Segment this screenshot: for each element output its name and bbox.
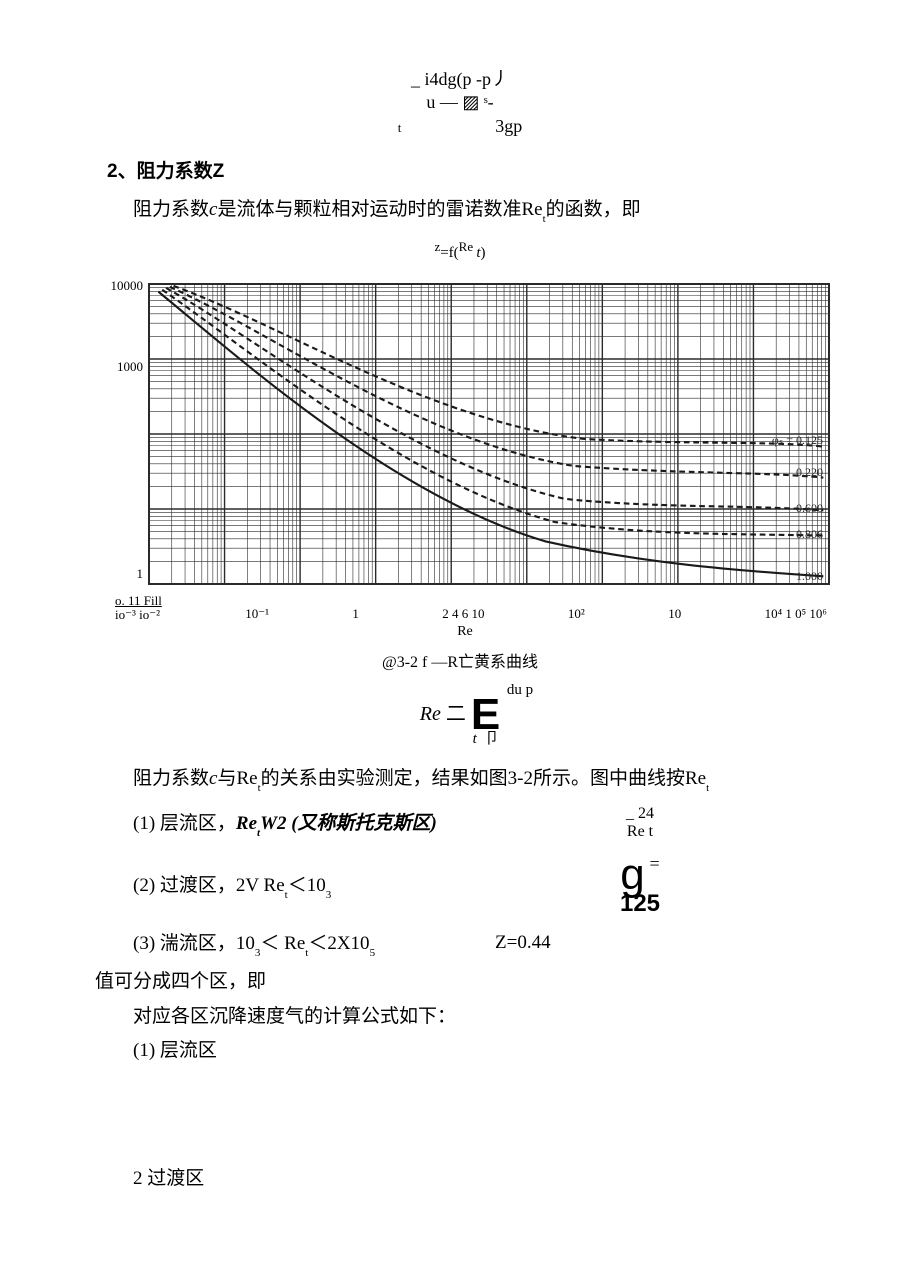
- paragraph: 值可分成四个区，即: [95, 967, 825, 997]
- x-tick: 2 4 6 10: [442, 606, 484, 622]
- regime-row-turbulent: (3) 湍流区，103＜ Ret＜2X105 Z=0.44: [95, 928, 825, 957]
- list-item: 2 过渡区: [95, 1164, 825, 1194]
- row-formula: _ 24 Re t: [455, 805, 825, 840]
- row-label: (3) 湍流区，103＜ Ret＜2X105: [95, 928, 455, 957]
- fraction: _ 24 Re t: [626, 805, 654, 840]
- svg-text:10000: 10000: [111, 280, 144, 293]
- text: ＜ Re: [260, 933, 305, 954]
- eq-line: t 3gp: [95, 115, 825, 138]
- var-re: Re: [236, 813, 257, 834]
- svg-text:0.220: 0.220: [796, 465, 823, 479]
- svg-text:1.000: 1.000: [796, 569, 823, 583]
- svg-text:φₛ = 0.125: φₛ = 0.125: [772, 433, 823, 447]
- text: o. 11 Fill: [115, 593, 162, 608]
- equation-z: z=f(Re t): [95, 239, 825, 262]
- row-formula: g = 125: [455, 850, 825, 918]
- text: (1) 层流区，: [133, 813, 236, 834]
- x-axis-label: Re: [95, 624, 835, 640]
- axis-left-annot: o. 11 Fill io⁻³ io⁻²: [115, 594, 162, 623]
- x-tick: 10: [668, 606, 681, 622]
- eq-line: _ i4dg(p -p丿: [95, 68, 825, 91]
- text: ): [481, 245, 486, 261]
- text: ＜2X10: [308, 933, 369, 954]
- subscript: t: [258, 782, 261, 794]
- text: =f(: [440, 245, 458, 261]
- text: 的关系由实验测定，结果如图3-2所示。图中曲线按Re: [261, 768, 706, 789]
- spacer: [95, 1070, 825, 1160]
- subscript: 5: [370, 947, 376, 959]
- eq-body: Re 二 E: [420, 703, 500, 725]
- regime-row-laminar: (1) 层流区，RetW2 (又称斯托克斯区) _ 24 Re t: [95, 805, 825, 840]
- var-re: Re: [420, 703, 441, 725]
- equation-ut: _ i4dg(p -p丿 u — ▨ ˢ- t 3gp: [95, 68, 825, 138]
- var-re: Re: [459, 239, 473, 254]
- eq-sym: 二: [446, 703, 466, 725]
- x-axis-row: o. 11 Fill io⁻³ io⁻² 10⁻¹ 1 2 4 6 10 10²…: [95, 594, 835, 623]
- x-tick: 10²: [568, 606, 585, 622]
- eq-sym: =: [650, 854, 660, 874]
- text: (2) 过渡区，2V Re: [133, 875, 285, 896]
- eq-sub-left: t: [398, 120, 458, 137]
- text: 卩: [484, 731, 499, 747]
- subscript: t: [257, 827, 260, 839]
- var-t: t: [473, 731, 477, 747]
- subscript: t: [285, 889, 288, 901]
- text: 的函数，即: [546, 199, 641, 220]
- svg-text:1: 1: [137, 566, 144, 581]
- section-heading: 2、阻力系数Z: [107, 156, 825, 183]
- paragraph: 阻力系数c是流体与颗粒相对运动时的雷诺数准Ret的函数，即: [95, 195, 825, 226]
- text: (3) 湍流区，10: [133, 933, 255, 954]
- chart-caption: @3-2 f —R亡黄系曲线: [95, 648, 825, 672]
- svg-text:0.806: 0.806: [796, 527, 823, 541]
- text: 是流体与颗粒相对运动时的雷诺数准Re: [217, 199, 542, 220]
- x-tick: 1: [352, 606, 359, 622]
- chart-svg: 10000 1000 1 φₛ = 0.125 0.220 0.600 0.806 1.000: [95, 280, 835, 590]
- text: io⁻³ io⁻²: [115, 607, 160, 622]
- subscript: t: [543, 213, 546, 225]
- equation-re: du p Re 二 E t 卩: [95, 682, 825, 748]
- row-label: (2) 过渡区，2V Ret＜103: [95, 870, 455, 899]
- paragraph: 对应各区沉降速度气的计算公式如下：: [95, 1002, 825, 1032]
- frac-bot: Re t: [626, 823, 654, 841]
- text: ＜10: [288, 875, 326, 896]
- x-tick: 10⁻¹: [245, 606, 269, 622]
- subscript: 3: [255, 947, 261, 959]
- denom: 125: [455, 890, 825, 918]
- frac-top: _ 24: [626, 805, 654, 823]
- eq-denominator: t 卩: [95, 727, 825, 748]
- row-label: (1) 层流区，RetW2 (又称斯托克斯区): [95, 808, 455, 837]
- x-tick: 10⁴ 1 0⁵ 10⁶: [765, 606, 827, 622]
- text: 与Re: [217, 768, 257, 789]
- regime-row-transition: (2) 过渡区，2V Ret＜103 g = 125: [95, 850, 825, 918]
- list-item: (1) 层流区: [95, 1036, 825, 1066]
- text: 阻力系数: [133, 768, 209, 789]
- row-formula: Z=0.44: [455, 932, 825, 954]
- svg-text:1000: 1000: [117, 359, 143, 374]
- subscript: t: [305, 947, 308, 959]
- svg-text:0.600: 0.600: [796, 501, 823, 515]
- text: 阻力系数: [133, 199, 209, 220]
- text: W2 (又称斯托克斯区): [260, 813, 437, 834]
- eq-line: u — ▨ ˢ-: [95, 91, 825, 114]
- paragraph: 阻力系数c与Ret的关系由实验测定，结果如图3-2所示。图中曲线按Ret: [95, 764, 825, 795]
- drag-coefficient-chart: 10000 1000 1 φₛ = 0.125 0.220 0.600 0.806 1.000…: [95, 280, 835, 641]
- eq-sub-right: 3gp: [462, 115, 522, 138]
- subscript: 3: [326, 889, 332, 901]
- subscript: t: [706, 782, 709, 794]
- eq-numerator: du p: [95, 682, 825, 699]
